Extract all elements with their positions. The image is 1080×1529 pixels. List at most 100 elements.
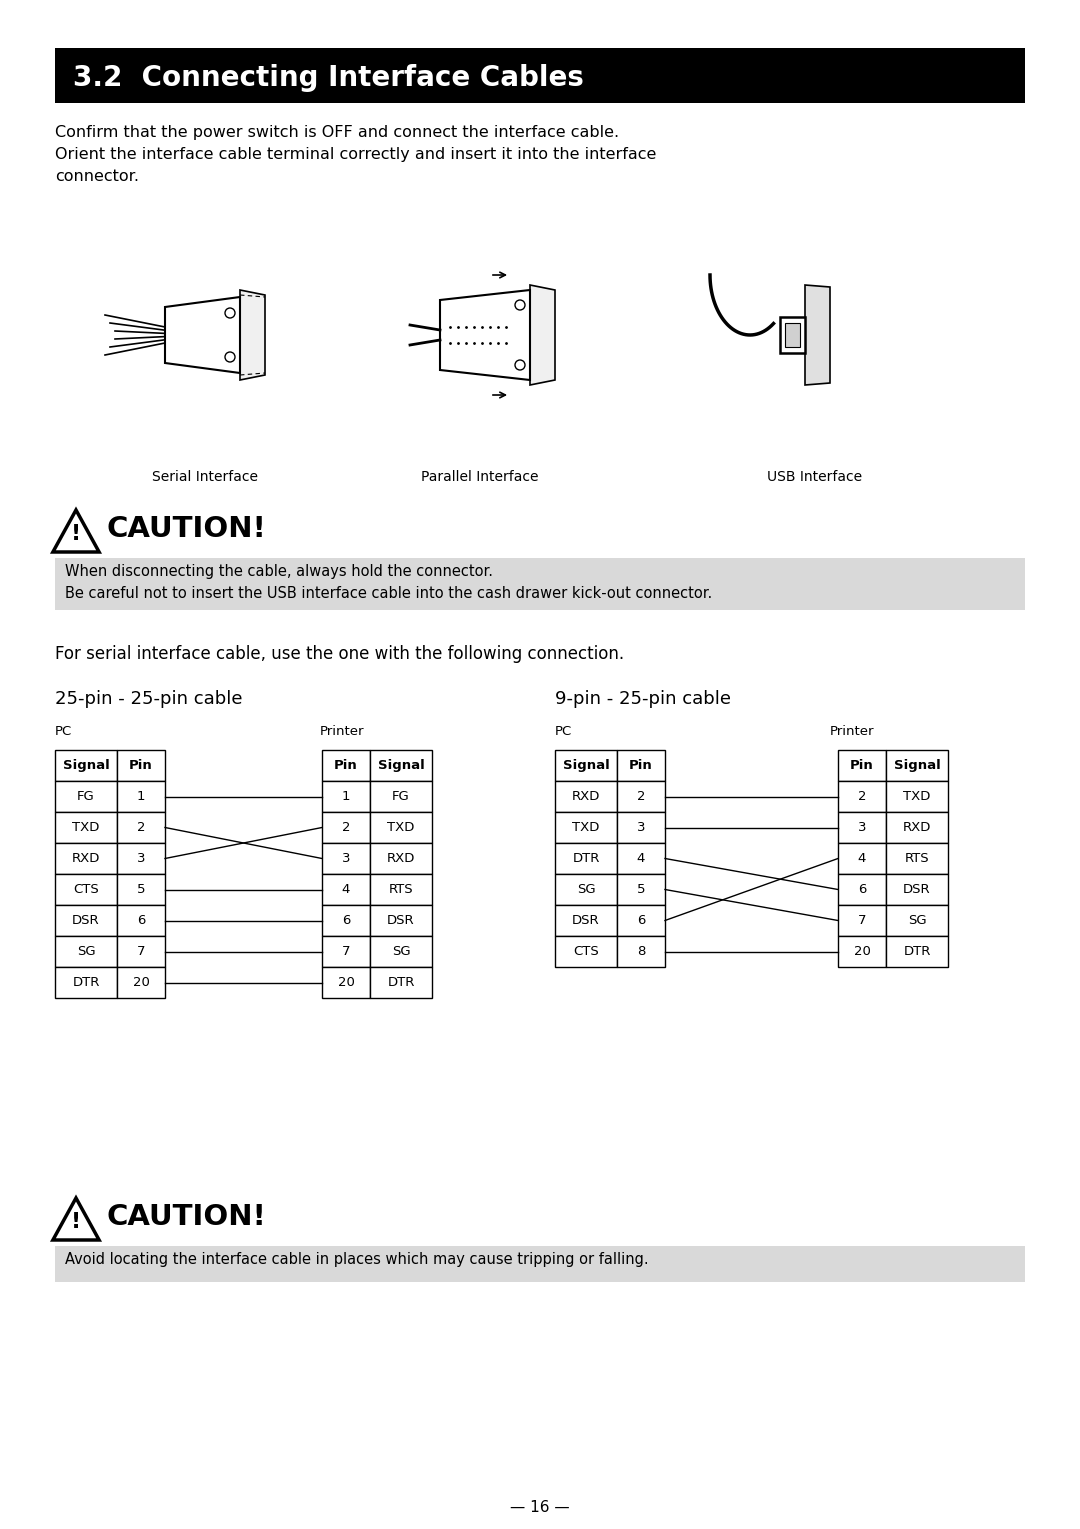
Text: 20: 20 bbox=[853, 945, 870, 959]
Bar bbox=[55, 842, 117, 875]
Bar bbox=[117, 812, 165, 842]
Text: DSR: DSR bbox=[572, 914, 599, 927]
Text: — 16 —: — 16 — bbox=[510, 1500, 570, 1515]
Text: Pin: Pin bbox=[334, 758, 357, 772]
Bar bbox=[838, 875, 886, 905]
Text: 2: 2 bbox=[858, 790, 866, 803]
Text: FG: FG bbox=[392, 790, 410, 803]
Text: Avoid locating the interface cable in places which may cause tripping or falling: Avoid locating the interface cable in pl… bbox=[65, 1252, 649, 1268]
Text: Signal: Signal bbox=[563, 758, 609, 772]
Bar bbox=[555, 875, 617, 905]
Bar bbox=[117, 966, 165, 998]
Bar bbox=[617, 875, 665, 905]
Text: DTR: DTR bbox=[903, 945, 931, 959]
Bar bbox=[555, 812, 617, 842]
Text: RXD: RXD bbox=[387, 852, 415, 865]
Text: 1: 1 bbox=[341, 790, 350, 803]
Bar bbox=[780, 317, 805, 353]
Text: DSR: DSR bbox=[903, 884, 931, 896]
Text: DSR: DSR bbox=[388, 914, 415, 927]
Text: 3: 3 bbox=[637, 821, 645, 833]
Text: RXD: RXD bbox=[571, 790, 600, 803]
Bar bbox=[370, 966, 432, 998]
Text: 7: 7 bbox=[137, 945, 145, 959]
Bar bbox=[55, 966, 117, 998]
Text: 7: 7 bbox=[341, 945, 350, 959]
Polygon shape bbox=[240, 291, 265, 381]
Bar bbox=[55, 936, 117, 966]
Text: TXD: TXD bbox=[72, 821, 99, 833]
Text: RTS: RTS bbox=[905, 852, 929, 865]
Bar bbox=[838, 842, 886, 875]
Bar bbox=[322, 875, 370, 905]
Bar bbox=[838, 781, 886, 812]
Text: 2: 2 bbox=[341, 821, 350, 833]
Text: 7: 7 bbox=[858, 914, 866, 927]
Text: 20: 20 bbox=[133, 976, 149, 989]
Text: Pin: Pin bbox=[850, 758, 874, 772]
Text: SG: SG bbox=[907, 914, 927, 927]
Text: DTR: DTR bbox=[572, 852, 599, 865]
Bar bbox=[55, 558, 1025, 610]
Bar bbox=[886, 875, 948, 905]
Bar bbox=[55, 47, 1025, 102]
Bar bbox=[370, 842, 432, 875]
Text: CAUTION!: CAUTION! bbox=[107, 1203, 267, 1231]
Bar bbox=[55, 1246, 1025, 1281]
Text: 3: 3 bbox=[858, 821, 866, 833]
Text: Orient the interface cable terminal correctly and insert it into the interface: Orient the interface cable terminal corr… bbox=[55, 147, 657, 162]
Bar bbox=[838, 936, 886, 966]
Text: !: ! bbox=[71, 1212, 81, 1232]
Text: 1: 1 bbox=[137, 790, 145, 803]
Text: RXD: RXD bbox=[71, 852, 100, 865]
Bar bbox=[838, 751, 886, 781]
Text: 20: 20 bbox=[338, 976, 354, 989]
Text: SG: SG bbox=[77, 945, 95, 959]
Bar bbox=[886, 842, 948, 875]
Text: RTS: RTS bbox=[389, 884, 414, 896]
Text: TXD: TXD bbox=[388, 821, 415, 833]
Text: Pin: Pin bbox=[630, 758, 653, 772]
Text: Printer: Printer bbox=[320, 725, 365, 739]
Text: Signal: Signal bbox=[378, 758, 424, 772]
Text: TXD: TXD bbox=[903, 790, 931, 803]
Text: SG: SG bbox=[392, 945, 410, 959]
Text: Be careful not to insert the USB interface cable into the cash drawer kick-out c: Be careful not to insert the USB interfa… bbox=[65, 586, 712, 601]
Bar bbox=[838, 812, 886, 842]
Bar bbox=[617, 842, 665, 875]
Bar bbox=[55, 875, 117, 905]
Bar bbox=[555, 936, 617, 966]
Text: 6: 6 bbox=[637, 914, 645, 927]
Polygon shape bbox=[805, 284, 831, 385]
Bar bbox=[370, 936, 432, 966]
Bar bbox=[117, 842, 165, 875]
Bar bbox=[55, 781, 117, 812]
Text: 6: 6 bbox=[341, 914, 350, 927]
Polygon shape bbox=[440, 291, 530, 381]
Text: Serial Interface: Serial Interface bbox=[152, 469, 258, 485]
Bar bbox=[322, 812, 370, 842]
Text: 5: 5 bbox=[137, 884, 145, 896]
Bar bbox=[785, 323, 800, 347]
Bar bbox=[55, 812, 117, 842]
Bar bbox=[322, 842, 370, 875]
Text: 5: 5 bbox=[637, 884, 645, 896]
Text: Printer: Printer bbox=[831, 725, 875, 739]
Text: For serial interface cable, use the one with the following connection.: For serial interface cable, use the one … bbox=[55, 645, 624, 664]
Text: RXD: RXD bbox=[903, 821, 931, 833]
Text: 4: 4 bbox=[637, 852, 645, 865]
Text: connector.: connector. bbox=[55, 170, 139, 183]
Bar bbox=[886, 751, 948, 781]
Text: When disconnecting the cable, always hold the connector.: When disconnecting the cable, always hol… bbox=[65, 564, 492, 579]
Text: 6: 6 bbox=[137, 914, 145, 927]
Polygon shape bbox=[53, 1199, 99, 1240]
Bar bbox=[555, 751, 617, 781]
Text: 4: 4 bbox=[858, 852, 866, 865]
Bar bbox=[555, 842, 617, 875]
Text: PC: PC bbox=[55, 725, 72, 739]
Bar bbox=[370, 875, 432, 905]
Polygon shape bbox=[530, 284, 555, 385]
Text: 2: 2 bbox=[637, 790, 645, 803]
Bar bbox=[55, 905, 117, 936]
Text: 25-pin - 25-pin cable: 25-pin - 25-pin cable bbox=[55, 690, 243, 708]
